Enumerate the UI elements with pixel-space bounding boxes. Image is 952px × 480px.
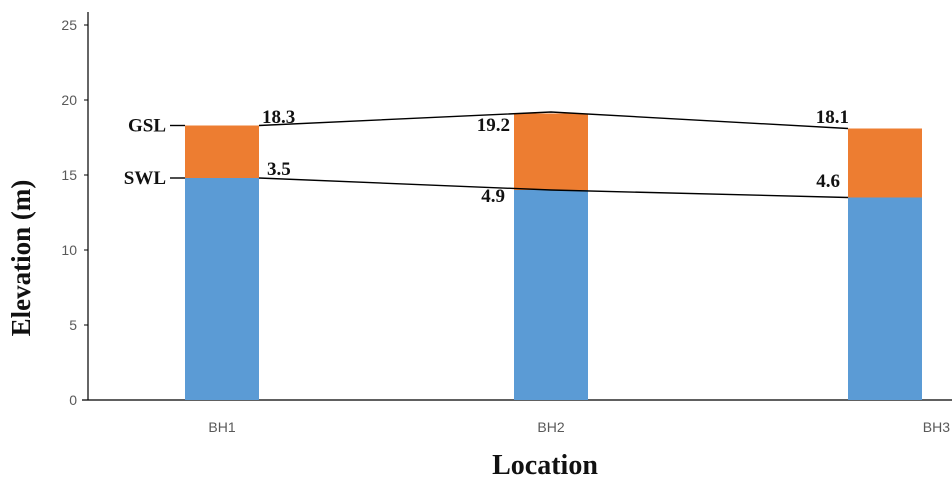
x-tick-label: BH2 — [537, 419, 564, 435]
y-tick-label: 10 — [61, 242, 77, 258]
gsl-value-label: 19.2 — [477, 115, 510, 136]
y-tick-label: 20 — [61, 92, 77, 108]
y-axis-title: Elevation (m) — [6, 180, 36, 337]
swl-line — [258, 177, 849, 199]
y-axis-ticks: 0 5 10 15 20 25 — [61, 17, 88, 408]
bars — [185, 113, 922, 400]
depth-value-label: 4.6 — [816, 171, 840, 192]
y-tick-label: 15 — [61, 167, 77, 183]
bar-lower-segment — [185, 178, 259, 400]
depth-value-label: 4.9 — [481, 186, 505, 207]
y-tick-label: 5 — [69, 317, 77, 333]
gsl-label: GSL — [128, 116, 166, 137]
bar-lower-segment — [848, 197, 922, 400]
y-tick-label: 0 — [69, 392, 77, 408]
gsl-value-label: 18.1 — [816, 107, 849, 128]
bar-upper-segment — [185, 125, 259, 178]
gsl-line — [258, 111, 849, 130]
trend-lines: GSL SWL — [124, 111, 849, 199]
swl-label: SWL — [124, 168, 166, 189]
x-tick-label: BH3 — [923, 419, 950, 435]
annotations: 18.3 19.2 18.1 3.5 4.9 4.6 — [262, 107, 849, 207]
bar-upper-segment — [848, 128, 922, 198]
x-axis-ticks: BH1 BH2 BH3 — [208, 419, 950, 435]
bar-lower-segment — [514, 190, 588, 400]
gsl-value-label: 18.3 — [262, 107, 295, 128]
y-tick-label: 25 — [61, 17, 77, 33]
bar-upper-segment — [514, 113, 588, 190]
x-axis-title: Location — [492, 450, 598, 480]
depth-value-label: 3.5 — [267, 159, 291, 180]
x-tick-label: BH1 — [208, 419, 235, 435]
